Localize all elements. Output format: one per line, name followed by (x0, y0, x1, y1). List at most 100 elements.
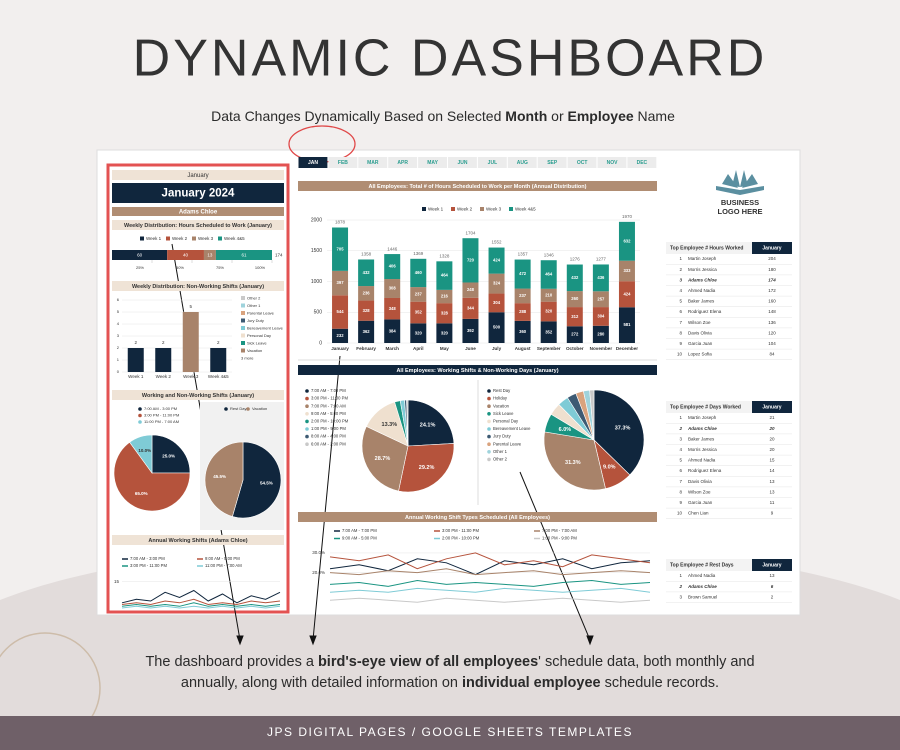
bar-segment (540, 321, 557, 343)
bar-total-label: 1970 (622, 214, 633, 219)
legend-swatch (192, 236, 196, 241)
y-tick-label: 20.0% (312, 570, 325, 575)
month-tab[interactable] (448, 157, 477, 168)
x-tick-label: 100% (255, 265, 266, 270)
footer-band (0, 716, 900, 750)
legend-label: Week 4&5 (224, 236, 245, 241)
bar-value-label: 720 (467, 257, 475, 262)
pie-slice (398, 443, 455, 493)
bar-value-label: 40 (183, 253, 189, 258)
table-value: 148 (768, 309, 776, 314)
table-value: 84 (769, 352, 775, 357)
legend-swatch (241, 326, 245, 330)
line-series (121, 598, 281, 606)
table-value: 174 (768, 277, 776, 282)
bar-value-label: 544 (337, 309, 345, 314)
month-tab[interactable] (418, 157, 447, 168)
bar-value-label: 13 (207, 253, 213, 258)
bar-value-label: 436 (597, 275, 605, 280)
legend-swatch (305, 404, 309, 409)
table-rank: 9 (679, 341, 682, 346)
bar (127, 348, 144, 372)
subtitle-part: or (547, 108, 567, 124)
month-tab-label: NOV (607, 160, 619, 166)
bar-segment (410, 301, 427, 324)
legend-label: 3:00 PM - 11:00 PM (144, 413, 179, 418)
bar-total-label: 174 (275, 253, 283, 258)
legend-label: 1:00 PM - 9:00 PM (542, 536, 577, 541)
bar-value-label: 320 (545, 309, 553, 314)
pie-slice (361, 426, 409, 492)
section-header (298, 181, 657, 191)
bar-segment (384, 279, 401, 298)
table-rank: 7 (679, 320, 682, 325)
table-rank: 7 (679, 479, 682, 484)
table-value: 21 (769, 415, 775, 420)
legend-swatch (451, 207, 455, 211)
legend-swatch (246, 407, 250, 411)
section-title: Annual Working Shifts (Adams Chloe) (148, 538, 247, 544)
legend-label: 7:00 PM - 7:00 AM (311, 403, 346, 408)
legend-label: 3:00 PM - 11:00 PM (130, 563, 167, 568)
month-tab[interactable] (567, 157, 597, 168)
section-title: Weekly Distribution: Non-Working Shifts … (132, 284, 264, 290)
legend-label: 7:00 AM - 3:00 PM (130, 556, 165, 561)
table-rank: 8 (679, 330, 682, 335)
table-name: Rodriguez Elena (688, 309, 722, 314)
footer-text: JPS DIGITAL PAGES / GOOGLE SHEETS TEMPLA… (267, 725, 633, 739)
table-name: Baker James (688, 299, 715, 304)
month-tab[interactable] (388, 157, 418, 168)
bar-total-label: 1878 (335, 220, 346, 225)
table-rank: 6 (679, 468, 682, 473)
table-value: 136 (768, 320, 776, 325)
bar-total-label: 1358 (361, 252, 372, 257)
employee-bg (112, 207, 284, 216)
bar-total-label: 1552 (492, 240, 503, 245)
legend-label: Personal Day (493, 419, 519, 424)
pie-value-label: 54.5% (260, 481, 273, 486)
bar-segment (203, 250, 216, 260)
bar-total-label: 1446 (387, 246, 398, 251)
table-header-cell (752, 242, 792, 254)
bar-segment (618, 221, 635, 261)
month-tab[interactable] (298, 157, 328, 168)
logo-book (716, 186, 764, 195)
legend-label: Other 1 (493, 449, 508, 454)
month-tab[interactable] (477, 157, 507, 168)
x-tick-label: October (566, 346, 584, 351)
month-tab-label: OCT (577, 160, 588, 166)
legend-label: Parental Leave (247, 310, 275, 315)
pie-value-label: 29.2% (419, 465, 435, 471)
legend-swatch (241, 348, 245, 353)
month-tab[interactable] (328, 157, 358, 168)
line-series (329, 552, 651, 570)
month-tab[interactable] (358, 157, 388, 168)
month-tab-label: JUL (488, 160, 497, 166)
month-tab[interactable] (507, 157, 537, 168)
bar-segment (332, 227, 349, 271)
section-header (112, 535, 284, 545)
table-rank: 8 (679, 489, 682, 494)
month-tab[interactable] (537, 157, 567, 168)
pie-slice (129, 434, 153, 474)
month-tab[interactable] (627, 157, 657, 168)
bar-value-label: 320 (441, 330, 449, 335)
bar-total-label: 1704 (465, 230, 476, 235)
caption-line-part: The dashboard provides a (145, 654, 318, 670)
legend-swatch (487, 412, 491, 416)
month-tab[interactable] (597, 157, 627, 168)
legend-swatch (241, 311, 245, 315)
pie-slice (406, 399, 409, 447)
month-tab-label: FEB (338, 160, 348, 166)
bar-value-label: 328 (441, 310, 449, 315)
legend-label: Other 1 (247, 303, 261, 308)
bar-value-label: 237 (519, 293, 527, 298)
arrow-head (586, 635, 594, 646)
bar-segment (462, 282, 479, 298)
line-series (329, 568, 651, 576)
bar-value-label: 312 (571, 314, 579, 319)
logo-pages (722, 170, 758, 188)
line-series (121, 602, 281, 607)
table-header-cell (752, 401, 792, 413)
bar-value-label: 232 (337, 333, 345, 338)
